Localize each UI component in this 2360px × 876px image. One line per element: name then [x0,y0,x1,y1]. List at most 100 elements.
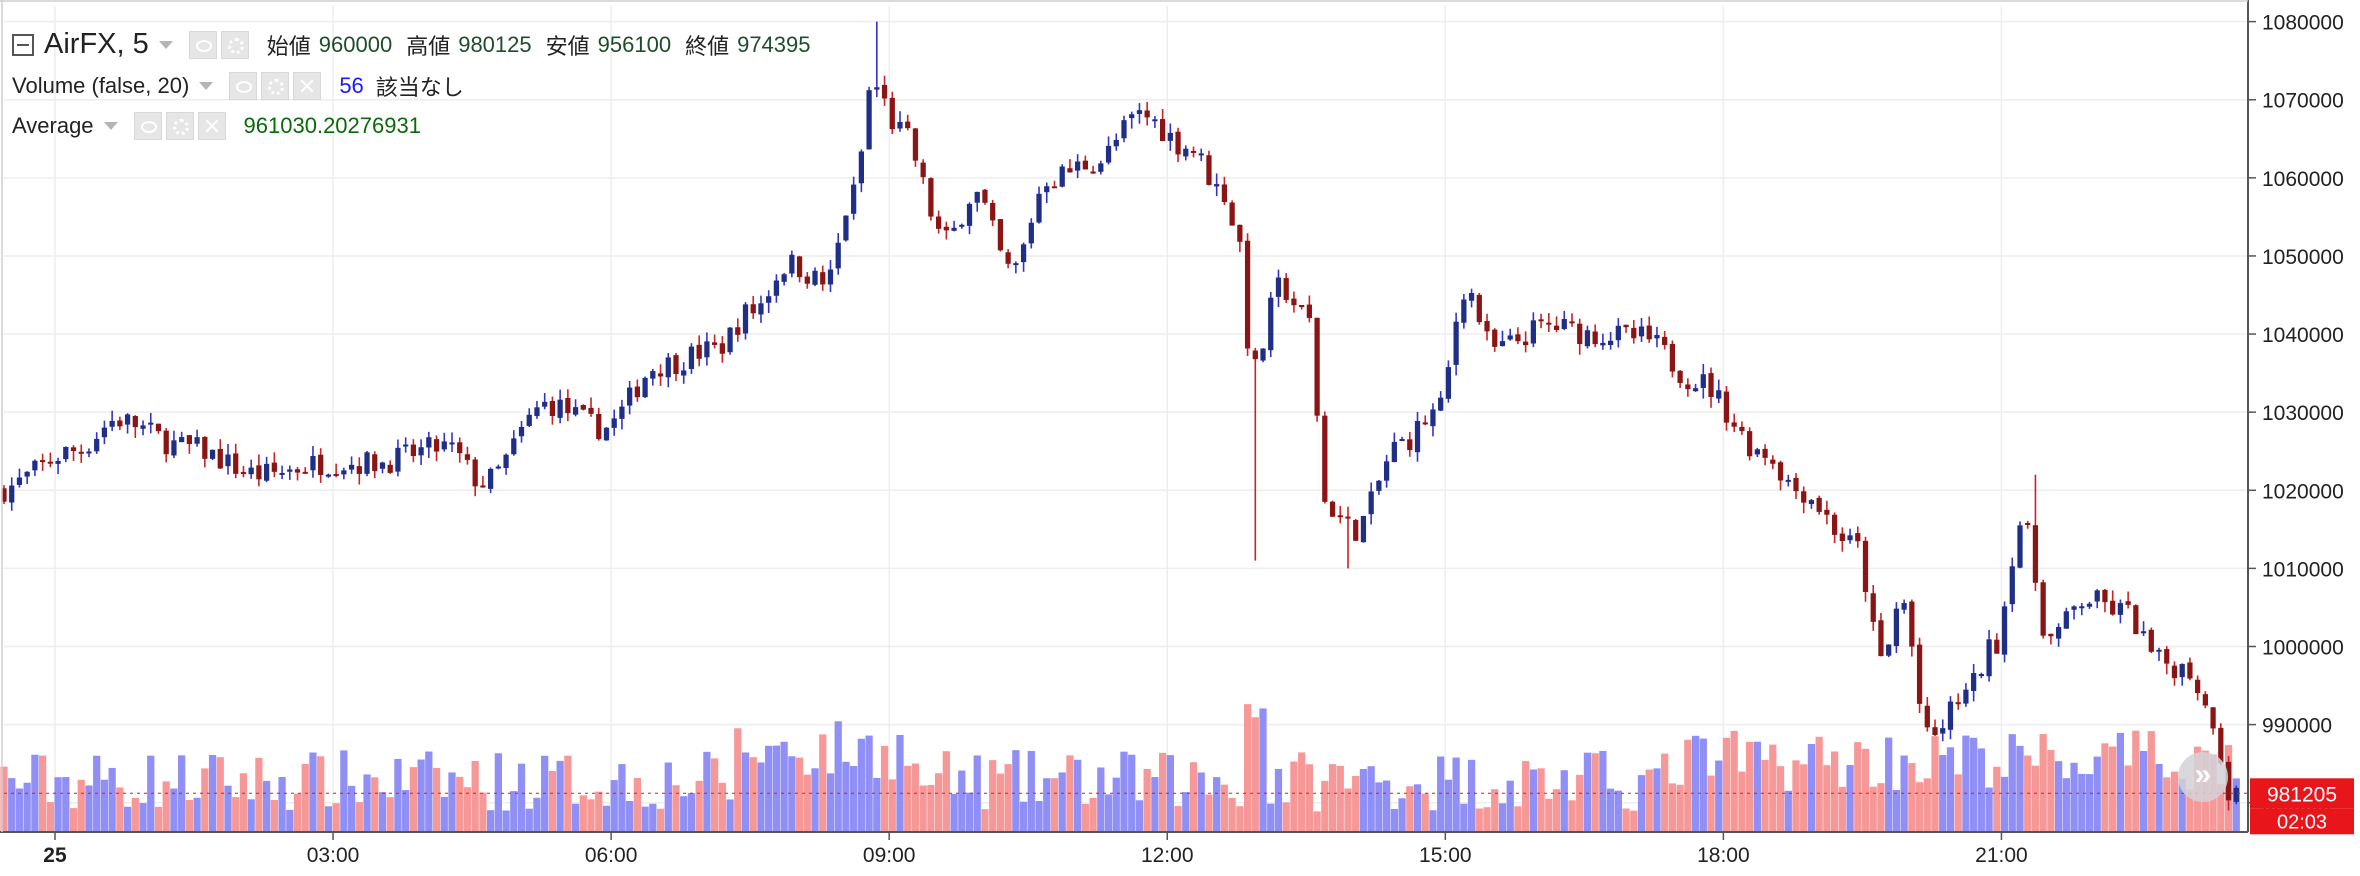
volume-bar [656,808,665,832]
volume-bar [2054,761,2063,832]
eye-icon[interactable] [133,112,162,140]
candle-body [1615,325,1621,341]
volume-bar [216,757,224,832]
gear-icon[interactable] [261,72,290,100]
candle-body [2156,649,2162,652]
candle-body [1932,727,1938,735]
candle-body [1600,342,1606,346]
volume-bar [116,787,124,832]
volume-bar [1699,738,1707,832]
candle-body [155,423,162,432]
chevron-down-icon[interactable] [199,82,214,90]
volume-bar [2070,762,2078,832]
y-tick-label: 1050000 [2262,246,2344,269]
volume-bar [649,803,657,832]
average-label[interactable]: Average [12,113,94,138]
volume-bar [2109,746,2117,832]
chevron-down-icon[interactable] [158,40,173,49]
volume-bar [1004,764,1012,832]
candle-body [951,227,957,231]
candle-body [2164,649,2170,664]
candle-body [32,460,38,471]
volume-bar [595,791,603,832]
volume-bar [2217,784,2225,832]
candle-body [1414,421,1421,453]
candle-body [1507,335,1513,340]
volume-bar [1591,753,1599,832]
symbol-title[interactable]: AirFX, 5 [44,28,149,60]
candle-body [1206,155,1212,185]
volume-bar [564,755,572,832]
volume-bar [1259,708,1267,832]
volume-bar [432,767,441,832]
candle-body [2079,606,2085,609]
candle-body [742,304,749,334]
candle-body [1963,689,1969,704]
candle-body [1252,350,1258,360]
volume-bar [780,741,788,832]
volume-bar [911,763,920,832]
candle-body [1299,305,1305,308]
chevron-down-icon[interactable] [103,122,118,130]
volume-bar [1104,794,1113,832]
volume-bar [1861,748,1870,832]
candle-body [1747,431,1753,457]
candle-body [1090,171,1096,174]
candle-body [1947,701,1954,730]
candle-body [665,357,671,378]
candle-body [1561,319,1567,330]
volume-bar [1158,752,1167,832]
candle-body [1391,441,1397,463]
candle-body [1553,325,1560,330]
candle-body [287,469,293,472]
candle-body [1453,321,1459,365]
candle-body [1082,160,1088,170]
eye-icon[interactable] [188,30,217,59]
candle-body [1878,620,1884,657]
volume-bar [1460,803,1468,832]
volume-bar [1877,783,1885,832]
volume-bar [1993,766,2001,832]
volume-bar [1552,789,1561,832]
volume-bar [1514,806,1522,832]
candle-body [974,191,980,203]
candle-body [1978,674,1984,677]
close-icon[interactable] [293,72,322,100]
candle-body [681,370,687,376]
eye-icon[interactable] [229,72,258,100]
gear-icon[interactable] [165,112,194,140]
candle-body [982,189,988,203]
candle-body [1785,479,1791,482]
candle-body [403,444,409,447]
candle-body [1152,119,1158,122]
candle-body [781,274,787,282]
volume-label[interactable]: Volume (false, 20) [12,73,190,98]
candle-body [1770,459,1776,464]
close-icon[interactable] [197,112,226,140]
candle-body [1530,320,1536,344]
volume-bar [1653,768,1661,832]
volume-bar [1375,782,1383,832]
volume-bar [541,755,549,832]
volume-bar [1722,737,1731,832]
candle-body [2233,787,2239,802]
collapse-icon[interactable] [12,33,34,56]
scroll-to-latest-button[interactable]: » [2178,752,2228,802]
candle-body [874,87,880,90]
volume-bar [1753,741,1761,832]
candle-body [2055,626,2062,639]
volume-bar [1282,802,1290,832]
candle-body [410,444,417,456]
volume-bar [2170,771,2179,832]
volume-bar [1444,779,1453,832]
gear-icon[interactable] [220,30,249,59]
volume-bar [2101,743,2109,832]
candle-body [2171,665,2178,679]
candle-body [86,451,92,454]
candle-body [657,373,664,377]
candle-body [1924,705,1930,728]
candle-body [1893,608,1900,647]
candle-body [109,420,115,427]
candle-body [1407,439,1413,451]
